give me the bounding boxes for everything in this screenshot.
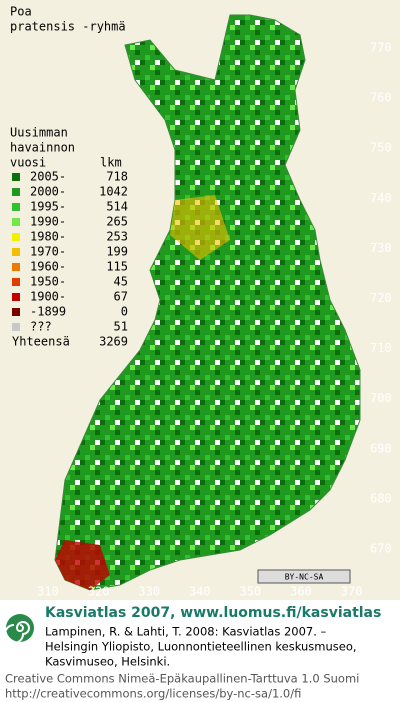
citation: Lampinen, R. & Lahti, T. 2008: Kasviatla… — [45, 625, 327, 639]
x-coordinate-label: 320 — [88, 585, 110, 599]
x-coordinate-label: 310 — [37, 585, 59, 599]
citation: Helsingin Yliopisto, Luonnontieteellinen… — [45, 640, 357, 654]
x-coordinate-label: 360 — [290, 585, 312, 599]
citation: Kasvimuseo, Helsinki. — [45, 655, 170, 669]
legend-label: ??? — [30, 320, 52, 334]
legend-swatch — [12, 293, 20, 301]
legend-label: 1950- — [30, 275, 66, 289]
logo — [6, 614, 34, 642]
legend-swatch — [12, 248, 20, 256]
southwest-area — [55, 540, 110, 590]
y-coordinate-label: 700 — [370, 391, 392, 405]
legend-swatch — [12, 188, 20, 196]
legend-header: havainnon — [10, 141, 75, 155]
legend-label: 1970- — [30, 245, 66, 259]
legend-count: 718 — [106, 170, 128, 184]
legend-label: -1899 — [30, 305, 66, 319]
cc-badge-text: BY-NC-SA — [285, 573, 324, 582]
legend-swatch — [12, 218, 20, 226]
legend-label: 1960- — [30, 260, 66, 274]
legend-swatch — [12, 173, 20, 181]
legend-swatch — [12, 323, 20, 331]
legend-swatch — [12, 203, 20, 211]
footer — [0, 600, 400, 702]
legend-swatch — [12, 263, 20, 271]
y-coordinate-label: 690 — [370, 441, 392, 455]
x-coordinate-label: 340 — [189, 585, 211, 599]
legend-count: 253 — [106, 230, 128, 244]
y-coordinate-label: 770 — [370, 41, 392, 55]
x-coordinate-label: 350 — [240, 585, 262, 599]
legend-swatch — [12, 278, 20, 286]
legend-count: 115 — [106, 260, 128, 274]
central-area — [170, 195, 230, 260]
legend-label: 1900- — [30, 290, 66, 304]
legend-label: 1990- — [30, 215, 66, 229]
x-coordinate-label: 370 — [341, 585, 363, 599]
legend-count: 1042 — [99, 185, 128, 199]
legend-count: 265 — [106, 215, 128, 229]
footer-heading: Kasviatlas 2007, www.luomus.fi/kasviatla… — [45, 605, 381, 621]
license: http://creativecommons.org/licenses/by-n… — [5, 687, 301, 701]
title: pratensis -ryhmä — [10, 20, 126, 34]
legend-label: 1995- — [30, 200, 66, 214]
legend-swatch — [12, 308, 20, 316]
legend-label: 2000- — [30, 185, 66, 199]
y-coordinate-label: 670 — [370, 542, 392, 556]
y-coordinate-label: 680 — [370, 491, 392, 505]
y-coordinate-label: 740 — [370, 191, 392, 205]
legend-count: 45 — [114, 275, 128, 289]
legend-total: 3269 — [99, 335, 128, 349]
legend-count: 0 — [121, 305, 128, 319]
legend-label: 1980- — [30, 230, 66, 244]
legend-count: 199 — [106, 245, 128, 259]
y-coordinate-label: 730 — [370, 241, 392, 255]
y-coordinate-label: 720 — [370, 291, 392, 305]
y-coordinate-label: 760 — [370, 91, 392, 105]
y-coordinate-label: 710 — [370, 341, 392, 355]
legend-total-label: Yhteensä — [12, 335, 70, 349]
legend-count-header: lkm — [100, 156, 122, 170]
title: Poa — [10, 5, 32, 19]
logo-spiral — [4, 621, 30, 644]
cc-badge — [257, 569, 351, 584]
y-coordinate-label: 750 — [370, 141, 392, 155]
legend-label: 2005- — [30, 170, 66, 184]
license: Creative Commons Nimeä-Epäkaupallinen-Ta… — [5, 672, 359, 686]
x-coordinate-label: 330 — [138, 585, 160, 599]
legend-count: 51 — [114, 320, 128, 334]
legend-swatch — [12, 233, 20, 241]
legend-count: 514 — [106, 200, 128, 214]
legend-header: Uusimman — [10, 126, 68, 140]
legend-header: vuosi — [10, 156, 46, 170]
legend-count: 67 — [114, 290, 128, 304]
finland-map — [54, 14, 361, 591]
